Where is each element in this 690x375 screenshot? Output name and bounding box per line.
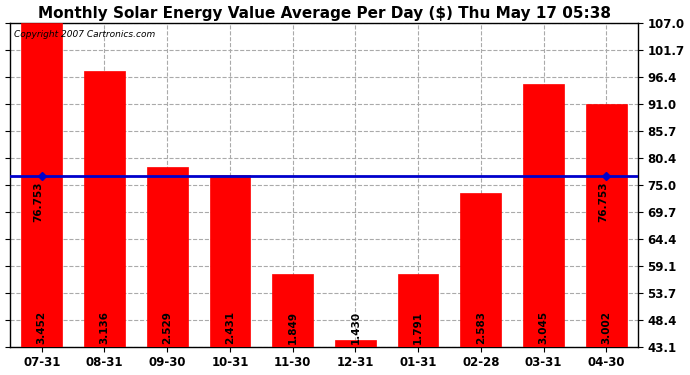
- Text: 3.045: 3.045: [538, 311, 549, 344]
- Bar: [84, 71, 125, 347]
- Bar: [397, 274, 438, 347]
- Bar: [335, 340, 376, 347]
- Bar: [523, 84, 564, 347]
- Text: 2.431: 2.431: [225, 311, 235, 344]
- Bar: [147, 168, 188, 347]
- Bar: [586, 104, 627, 347]
- Text: 76.753: 76.753: [34, 182, 43, 222]
- Text: 3.452: 3.452: [37, 311, 47, 344]
- Text: 1.430: 1.430: [351, 311, 360, 344]
- Text: 76.753: 76.753: [598, 182, 608, 222]
- Text: 1.849: 1.849: [288, 311, 297, 344]
- Text: Copyright 2007 Cartronics.com: Copyright 2007 Cartronics.com: [14, 30, 155, 39]
- Text: 2.529: 2.529: [162, 311, 172, 344]
- Bar: [273, 274, 313, 347]
- Title: Monthly Solar Energy Value Average Per Day ($) Thu May 17 05:38: Monthly Solar Energy Value Average Per D…: [37, 6, 611, 21]
- Text: 3.136: 3.136: [99, 311, 110, 344]
- Text: 3.002: 3.002: [601, 311, 611, 344]
- Bar: [210, 175, 250, 347]
- Text: 2.583: 2.583: [476, 311, 486, 344]
- Text: 1.791: 1.791: [413, 311, 423, 344]
- Bar: [460, 193, 501, 347]
- Bar: [21, 23, 62, 347]
